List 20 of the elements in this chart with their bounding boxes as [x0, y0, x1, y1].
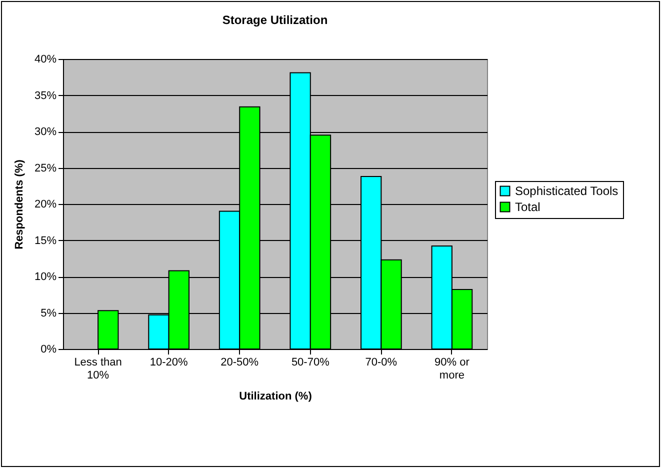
y-tick-label: 0%	[40, 344, 57, 356]
y-axis-title: Respondents (%)	[13, 159, 26, 250]
y-tick-label: 30%	[34, 126, 57, 138]
x-tick-label: 90% or more	[434, 356, 470, 382]
y-tick-label: 5%	[40, 307, 57, 320]
x-tick-label: 70-0%	[365, 356, 398, 368]
y-tick-label: 20%	[34, 198, 57, 210]
y-tick-label: 15%	[34, 234, 57, 247]
x-tick-label: 50-70%	[291, 356, 330, 368]
y-tick-label: 40%	[34, 54, 57, 66]
legend-label: Total	[515, 200, 540, 214]
x-axis-title: Utilization (%)	[239, 390, 312, 402]
x-tick-label: Less than 10%	[74, 356, 122, 382]
x-tick-label: 20-50%	[220, 356, 259, 368]
y-tick-label: 35%	[34, 90, 57, 102]
legend-label: Sophisticated Tools	[515, 184, 618, 198]
y-tick-label: 10%	[34, 271, 57, 283]
x-tick-label: 10-20%	[150, 356, 188, 368]
chart-title: Storage Utilization	[222, 13, 328, 27]
y-tick-label: 25%	[34, 162, 57, 174]
